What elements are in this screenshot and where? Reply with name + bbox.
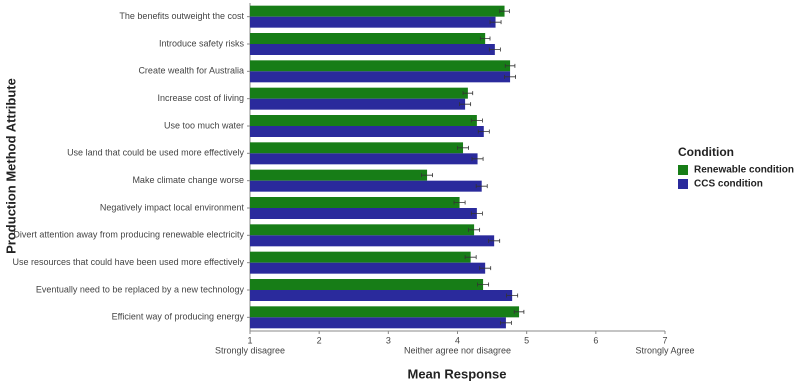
bar: [250, 44, 495, 55]
bar: [250, 16, 496, 28]
legend-label: CCS condition: [694, 179, 763, 190]
bar: [250, 33, 486, 44]
legend-swatch: [678, 165, 688, 175]
error-bar: [513, 309, 525, 314]
x-tick-label: 2: [317, 335, 322, 345]
bar: [250, 317, 506, 329]
error-bar: [489, 20, 502, 25]
x-tick-label: 3: [386, 335, 391, 345]
error-bar: [471, 156, 484, 161]
bar: [250, 5, 505, 17]
anchor-label: Strongly disagree: [215, 345, 285, 355]
bar: [250, 98, 466, 110]
bar: [250, 153, 478, 165]
error-bar: [477, 282, 490, 287]
error-bar: [477, 129, 490, 134]
x-tick-label: 5: [524, 335, 529, 345]
bar: [250, 235, 495, 247]
error-bar: [421, 173, 433, 178]
error-bar: [488, 238, 501, 243]
bar: [250, 87, 468, 99]
error-bar: [506, 293, 519, 298]
bar: [250, 279, 484, 290]
x-axis-title: Mean Response: [408, 366, 507, 381]
x-tick-label: 7: [662, 335, 667, 345]
y-tick-label: Create wealth for Australia: [138, 66, 244, 76]
bar: [250, 306, 520, 318]
y-tick-label: Negatively impact local environment: [100, 202, 245, 212]
error-bar: [488, 47, 501, 52]
y-tick-label: Increase cost of living: [157, 93, 244, 103]
bar: [250, 197, 460, 208]
x-tick-label: 4: [455, 335, 460, 345]
error-bar: [470, 211, 483, 216]
y-tick-label: Use land that could be used more effecti…: [67, 148, 244, 158]
bar: [250, 180, 482, 192]
legend-title: Condition: [678, 145, 734, 159]
x-tick-label: 1: [247, 335, 252, 345]
bar: [250, 208, 477, 219]
y-tick-label: Use resources that could have been used …: [13, 257, 245, 267]
legend-label: Renewable condition: [694, 165, 794, 176]
error-bar: [459, 102, 472, 107]
anchor-label: Neither agree nor disagree: [404, 345, 511, 355]
bar: [250, 224, 475, 236]
bar: [250, 251, 471, 263]
bar: [250, 169, 428, 181]
y-tick-label: The benefits outweight the cost: [119, 11, 244, 21]
y-tick-label: Make climate change worse: [132, 175, 244, 185]
error-bar: [462, 91, 474, 96]
bar: [250, 126, 484, 137]
error-bar: [504, 63, 516, 68]
legend-swatch: [678, 179, 688, 189]
bar: [250, 115, 477, 126]
error-bar: [475, 184, 488, 189]
error-bar: [468, 227, 481, 232]
y-tick-label: Introduce safety risks: [159, 38, 245, 48]
bar: [250, 290, 513, 301]
bar: [250, 262, 486, 274]
anchor-label: Strongly Agree: [635, 345, 694, 355]
bar: [250, 60, 511, 72]
error-bar: [499, 9, 510, 14]
error-bar: [470, 118, 483, 123]
error-bar: [499, 320, 512, 325]
error-bar: [453, 200, 466, 205]
y-tick-label: Eventually need to be replaced by a new …: [36, 284, 245, 294]
error-bar: [479, 36, 491, 41]
y-tick-label: Use too much water: [164, 120, 244, 130]
y-tick-label: Divert attention away from producing ren…: [13, 230, 244, 240]
error-bar: [457, 145, 469, 150]
y-tick-label: Efficient way of producing energy: [112, 312, 245, 322]
y-axis-title: Production Method Attribute: [3, 78, 18, 254]
error-bar: [504, 74, 516, 79]
error-bar: [464, 255, 477, 260]
error-bar: [479, 266, 492, 271]
x-tick-label: 6: [593, 335, 598, 345]
bar: [250, 71, 511, 83]
bar: [250, 142, 464, 154]
